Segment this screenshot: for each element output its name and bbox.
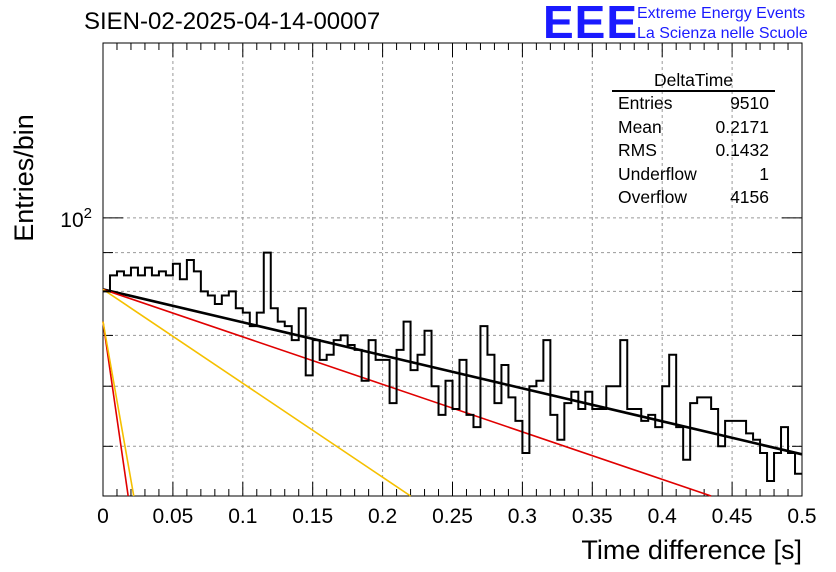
stats-row-rms: RMS 0.1432 [612, 139, 775, 163]
y-axis-label: Entries/bin [9, 114, 39, 242]
stats-box: DeltaTime Entries 9510 Mean 0.2171 RMS 0… [612, 70, 775, 210]
stats-label: Underflow [618, 163, 697, 184]
stats-value: 0.2171 [715, 116, 769, 137]
stats-value: 0.1432 [715, 140, 769, 160]
x-tick-label: 0.35 [572, 505, 613, 528]
x-tick-label: 0.4 [648, 505, 678, 528]
stats-row-overflow: Overflow 4156 [612, 186, 775, 210]
fit-line-fast-component-red [102, 321, 129, 497]
x-tick-label: 0.25 [432, 505, 473, 528]
stats-row-entries: Entries 9510 [612, 92, 775, 116]
x-tick-label: 0.05 [152, 505, 193, 528]
stats-label: Mean [618, 116, 662, 137]
stats-row-underflow: Underflow 1 [612, 163, 775, 187]
logo-mark: EEE [543, 0, 639, 48]
axis-ticks [102, 43, 803, 496]
stats-label: Entries [618, 93, 673, 113]
fit-lines [102, 288, 803, 497]
histogram [103, 251, 802, 483]
y-tick-label: 102 [60, 205, 92, 232]
x-tick-label: 0 [97, 505, 109, 528]
fit-line-medium-component [102, 288, 412, 497]
histogram-outline [103, 251, 802, 483]
fit-line-slow-component [102, 288, 712, 497]
fit-line-fit [102, 288, 803, 456]
stats-label: Overflow [618, 187, 688, 207]
x-tick-label: 0.1 [228, 505, 257, 528]
grid [103, 43, 802, 496]
y-tick-labels: 102 [60, 205, 92, 232]
page-title: SIEN-02-2025-04-14-00007 [84, 8, 381, 35]
x-tick-labels: 0 0.05 0.1 0.15 0.2 0.25 0.3 0.35 0.4 0.45 0.5 [97, 505, 816, 528]
stats-value: 1 [759, 163, 769, 184]
stats-label: RMS [618, 140, 657, 160]
x-tick-label: 0.5 [787, 505, 816, 528]
stats-title: DeltaTime [612, 70, 775, 92]
x-tick-label: 0.2 [368, 505, 397, 528]
x-tick-label: 0.45 [712, 505, 753, 528]
x-axis-label: Time difference [s] [581, 535, 802, 565]
fit-line-fast-component-yellow [102, 321, 135, 497]
x-tick-label: 0.3 [508, 505, 537, 528]
stats-row-mean: Mean 0.2171 [612, 116, 775, 140]
x-tick-label: 0.15 [292, 505, 333, 528]
stats-value: 9510 [730, 93, 769, 113]
stats-value: 4156 [730, 187, 769, 207]
logo-line-1: Extreme Energy Events [637, 5, 806, 22]
logo-line-2: La Scienza nelle Scuole [637, 25, 808, 42]
